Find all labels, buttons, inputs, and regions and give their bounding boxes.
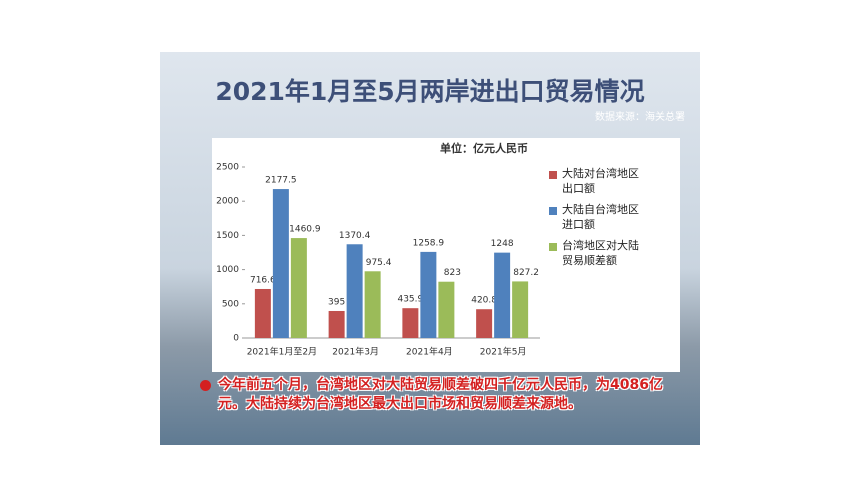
data-label: 716.6 (250, 275, 276, 285)
x-tick-label: 2021年1月至2月 (247, 346, 317, 358)
bar (364, 271, 381, 338)
y-tick-label: 0 (233, 334, 239, 344)
legend-item: 大陆对台湾地区出口额 (562, 167, 639, 195)
legend-item: 台湾地区对大陆贸易顺差额 (562, 239, 639, 267)
bar (290, 238, 307, 338)
data-label: 975.4 (366, 258, 392, 268)
legend-swatch (549, 207, 557, 215)
bar (438, 281, 455, 338)
bar (494, 252, 511, 338)
legend-label: 大陆自台湾地区进口额 (562, 203, 639, 231)
bar (328, 310, 345, 338)
data-label: 395 (328, 297, 345, 307)
data-label: 435.9 (397, 295, 423, 305)
data-label: 420.8 (471, 296, 497, 306)
y-tick-label: 1500 (216, 231, 239, 241)
y-tick-label: 2000 (216, 197, 239, 207)
bar (512, 281, 529, 338)
data-label: 827.2 (513, 268, 539, 278)
data-label: 1248 (491, 239, 514, 249)
x-tick-label: 2021年4月 (406, 346, 453, 358)
note: 今年前五个月，台湾地区对大陆贸易顺差破四千亿元人民币，为4086亿元。大陆持续为… (218, 377, 663, 412)
data-label: 2177.5 (265, 176, 297, 186)
y-tick-label: 2500 (216, 163, 239, 173)
bar (420, 251, 437, 338)
x-tick-label: 2021年5月 (480, 346, 527, 358)
legend-label: 大陆对台湾地区出口额 (562, 167, 639, 195)
legend-swatch (549, 171, 557, 179)
data-label: 1460.9 (289, 225, 321, 235)
y-tick-label: 500 (222, 299, 239, 309)
legend-label: 台湾地区对大陆贸易顺差额 (562, 239, 639, 267)
bullet (200, 380, 211, 391)
unit: 单位：亿元人民币 (440, 141, 528, 155)
bar (402, 308, 419, 338)
bar (272, 189, 289, 338)
data-label: 1370.4 (339, 231, 371, 241)
bar (476, 309, 493, 338)
bar (346, 244, 363, 338)
bar (254, 288, 271, 338)
legend-swatch (549, 243, 557, 251)
legend-item: 大陆自台湾地区进口额 (562, 203, 639, 231)
data-label: 823 (444, 268, 461, 278)
chart-title: 2021年1月至5月两岸进出口贸易情况 (215, 77, 644, 106)
data-label: 1258.9 (413, 238, 445, 248)
x-tick-label: 2021年3月 (332, 346, 379, 358)
source: 数据来源：海关总署 (595, 110, 685, 123)
y-tick-label: 1000 (216, 265, 239, 275)
